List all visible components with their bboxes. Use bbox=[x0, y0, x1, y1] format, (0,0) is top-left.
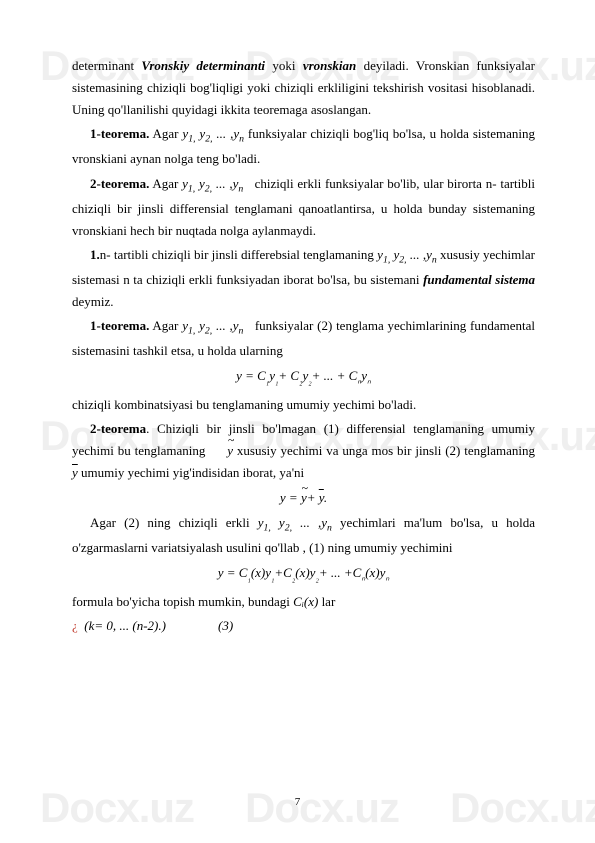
page-content: determinant Vronskiy determinanti yoki v… bbox=[72, 55, 535, 637]
paragraph-9: formula bo'yicha topish mumkin, bundagi … bbox=[72, 591, 535, 613]
text: lar bbox=[318, 594, 335, 609]
ci-x: Cᵢ(x) bbox=[293, 594, 318, 609]
text: (k= 0, ... (n-2).) bbox=[84, 618, 166, 633]
formula-yn: y1, y2, ... ,yn bbox=[182, 176, 243, 191]
text: umumiy yechimi yig'indisidan iborat, ya'… bbox=[78, 465, 304, 480]
text: Agar bbox=[149, 318, 182, 333]
theorem-1b: 1-teorema. Agar y1, y2, ... ,yn funksiya… bbox=[72, 315, 535, 362]
text: Agar (2) ning chiziqli erkli bbox=[90, 515, 258, 530]
definition-1: 1.n- tartibli chiziqli bir jinsli differ… bbox=[72, 244, 535, 313]
text: formula bo'yicha topish mumkin, bundagi bbox=[72, 594, 293, 609]
term-vronskian: vronskian bbox=[303, 58, 356, 73]
text: Agar bbox=[149, 176, 182, 191]
text: n- tartibli chiziqli bir jinsli differeb… bbox=[100, 247, 377, 262]
paragraph-6: chiziqli kombinatsiyasi bu tenglamaning … bbox=[72, 394, 535, 416]
formula-yn: y1, y2, ... ,yn bbox=[182, 318, 243, 333]
page-number: 7 bbox=[295, 793, 301, 812]
heading: 1-teorema. bbox=[90, 126, 149, 141]
text: deymiz. bbox=[72, 294, 114, 309]
formula-variation: y = C₁(x)y₁+C₂(x)y₂+ ... +Cₙ(x)yₙ bbox=[72, 562, 535, 587]
paragraph-1: determinant Vronskiy determinanti yoki v… bbox=[72, 55, 535, 121]
heading: 2-teorema. bbox=[90, 176, 149, 191]
theorem-1a: 1-teorema. Agar y1, y2, ... ,yn funksiya… bbox=[72, 123, 535, 170]
text: Agar bbox=[149, 126, 182, 141]
formula-yn: y1, y2, ... ,yn bbox=[377, 247, 437, 262]
term-vronskiy: Vronskiy determinanti bbox=[141, 58, 265, 73]
watermark: Docx.uz bbox=[40, 772, 194, 843]
text: xususiy yechimi va unga mos bir jinsli (… bbox=[233, 443, 535, 458]
term-fundamental: fundamental sistema bbox=[423, 272, 535, 287]
invalid-char-icon: ¿ bbox=[72, 618, 78, 633]
formula-sum: y = y+ y. bbox=[72, 487, 535, 509]
eq-num: (3) bbox=[218, 618, 233, 633]
watermark: Docx.uz bbox=[450, 772, 595, 843]
y-tilde: y bbox=[209, 440, 233, 462]
text: determinant bbox=[72, 58, 141, 73]
formula-yn: y1, y2, ... ,yn bbox=[182, 126, 244, 141]
heading: 2-teorema bbox=[90, 421, 146, 436]
formula-condition: ¿ (k= 0, ... (n-2).) (3) bbox=[72, 615, 535, 637]
theorem-2b: 2-teorema. Chiziqli bir jinsli bo'lmagan… bbox=[72, 418, 535, 484]
text: yoki bbox=[265, 58, 303, 73]
heading: 1-teorema. bbox=[90, 318, 149, 333]
heading: 1. bbox=[90, 247, 100, 262]
formula-linear-comb: y = C₁y₁+ C₂y₂+ ... + Cₙyₙ bbox=[72, 365, 535, 390]
watermark: Docx.uz bbox=[245, 772, 399, 843]
theorem-2a: 2-teorema. Agar y1, y2, ... ,yn chiziqli… bbox=[72, 173, 535, 242]
paragraph-8: Agar (2) ning chiziqli erkli y1, y2, ...… bbox=[72, 512, 535, 559]
formula-yn: y1, y2, ... ,yn bbox=[258, 515, 332, 530]
